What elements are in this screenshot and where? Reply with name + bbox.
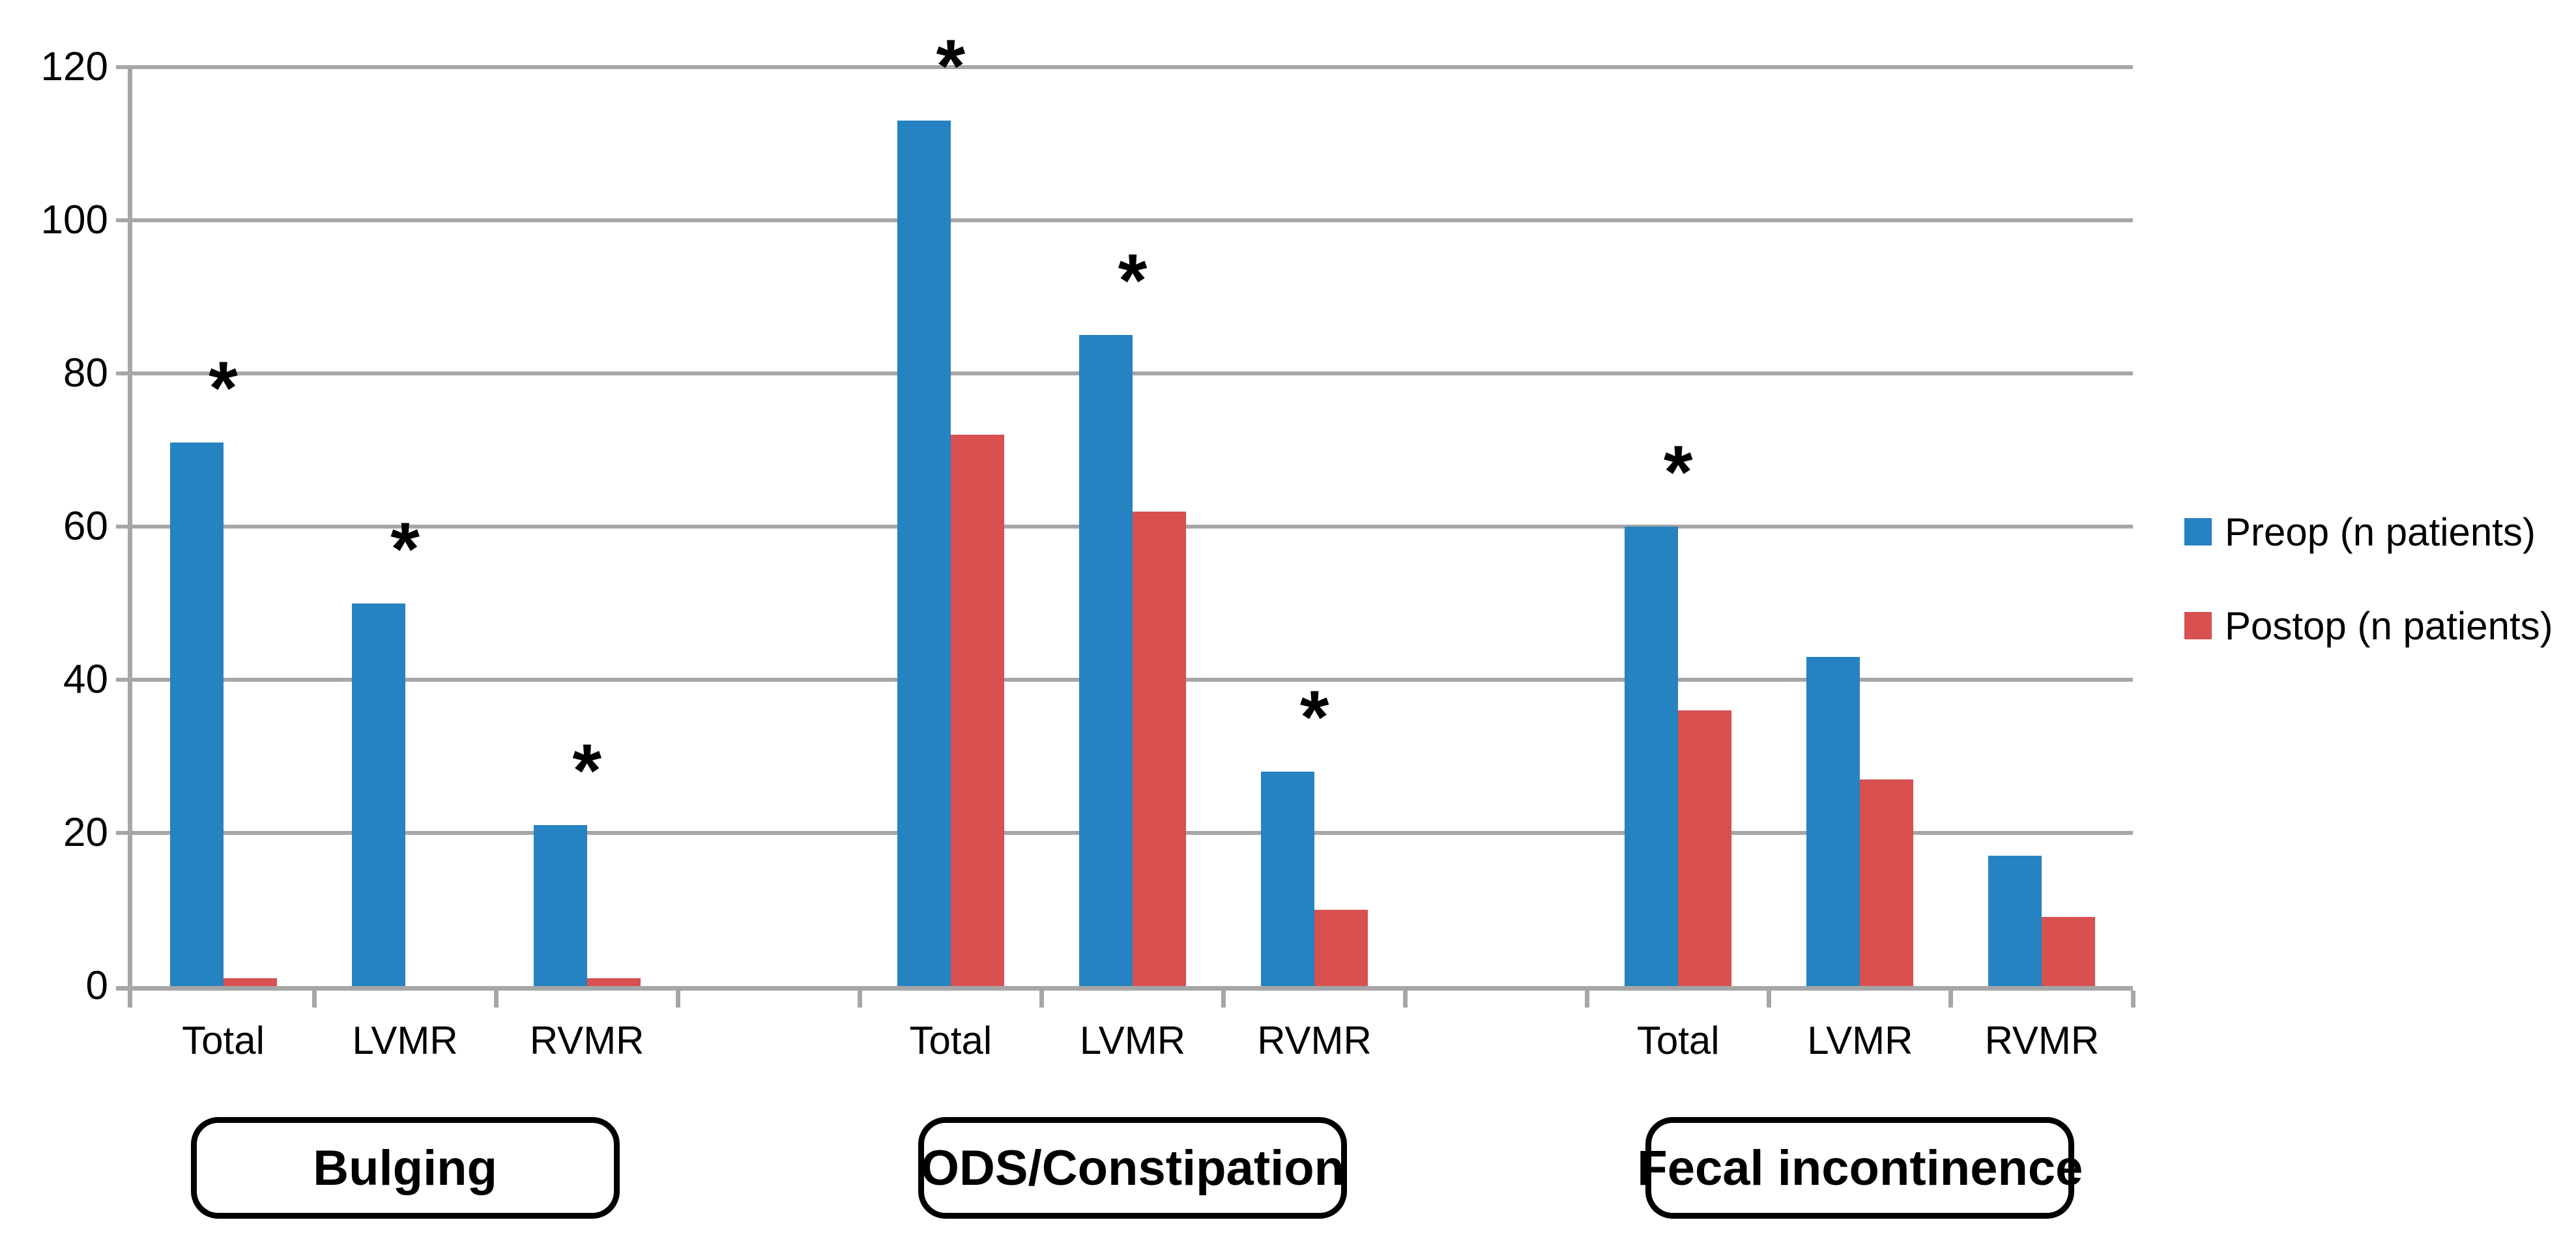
x-axis-tick-3 <box>675 991 680 1008</box>
bar-preop-bulging-rvmr <box>533 825 587 986</box>
bar-preop-bulging-total <box>169 442 224 986</box>
x-axis-tick-2 <box>493 991 499 1008</box>
significance-asterisk-bulging-rvmr: * <box>572 729 602 813</box>
y-tick-label-20: 20 <box>63 810 108 855</box>
x-axis-tick-5 <box>1039 991 1044 1008</box>
postop-color-swatch <box>2184 612 2212 639</box>
group-label-box-fecal-incontinence: Fecal incontinence <box>1637 1117 2083 1219</box>
preop-legend-label: Preop (n patients) <box>2225 510 2536 554</box>
category-label-bulging-rvmr: RVMR <box>529 1019 644 1062</box>
bar-preop-ods-constipation-total <box>897 121 951 986</box>
significance-asterisk-ods-constipation-total: * <box>936 25 966 109</box>
plot-area: * * * * * * * <box>116 29 2135 1008</box>
bar-postop-fecal-incontinence-lvmr <box>1860 779 1914 986</box>
significance-asterisk-bulging-lvmr: * <box>390 507 420 591</box>
bar-postop-ods-constipation-lvmr <box>1133 511 1186 986</box>
y-tick-label-0: 0 <box>85 963 108 1008</box>
gridline-100 <box>116 218 2133 222</box>
y-tick-label-40: 40 <box>63 657 108 702</box>
category-label-ods-constipation-lvmr: LVMR <box>1079 1019 1186 1062</box>
y-tick-label-120: 120 <box>40 44 108 89</box>
postop-legend-label: Postop (n patients) <box>2225 603 2553 648</box>
significance-asterisk-bulging-total: * <box>209 346 238 430</box>
bar-postop-ods-constipation-rvmr <box>1314 909 1368 986</box>
x-axis-tick-11 <box>2130 991 2135 1008</box>
category-labels: Total LVMR RVMR Total LVMR RVMR Total LVMR RVMR <box>132 1017 2133 1069</box>
x-axis-tick-6 <box>1221 991 1226 1008</box>
bar-preop-fecal-incontinence-rvmr <box>1988 856 2042 986</box>
significance-asterisk-fecal-incontinence-total: * <box>1663 431 1693 514</box>
group-label-box-ods-constipation: ODS/Constipation <box>918 1117 1347 1219</box>
bar-postop-ods-constipation-total <box>950 435 1004 986</box>
y-tick-label-60: 60 <box>63 504 108 549</box>
bar-preop-bulging-lvmr <box>351 603 405 986</box>
x-axis-tick-8 <box>1585 991 1590 1008</box>
x-axis-left-tick <box>116 986 132 991</box>
x-axis-tick-4 <box>857 991 862 1008</box>
bar-preop-ods-constipation-rvmr <box>1261 772 1315 986</box>
legend-item-preop: Preop (n patients) <box>2184 503 2553 560</box>
y-tick-label-100: 100 <box>40 197 108 242</box>
x-axis-tick-10 <box>1948 991 1954 1008</box>
y-axis-labels: 0 20 40 60 80 100 120 <box>0 0 108 1250</box>
category-label-fecal-incontinence-rvmr: RVMR <box>1984 1019 2100 1062</box>
category-label-fecal-incontinence-total: Total <box>1636 1019 1720 1062</box>
bar-preop-ods-constipation-lvmr <box>1079 335 1133 986</box>
legend-item-postop: Postop (n patients) <box>2184 597 2553 654</box>
bar-postop-bulging-total <box>223 978 277 986</box>
bar-postop-fecal-incontinence-rvmr <box>2042 917 2096 986</box>
gridline-120 <box>116 65 2133 69</box>
bar-postop-bulging-rvmr <box>586 978 641 986</box>
category-label-ods-constipation-rvmr: RVMR <box>1257 1019 1372 1062</box>
legend: Preop (n patients) Postop (n patients) <box>2184 503 2553 691</box>
significance-asterisk-ods-constipation-rvmr: * <box>1299 676 1329 759</box>
bar-postop-fecal-incontinence-total <box>1678 710 1732 986</box>
x-axis-tick-0 <box>128 991 132 1008</box>
preop-color-swatch <box>2184 518 2212 545</box>
category-label-ods-constipation-total: Total <box>909 1019 992 1062</box>
bar-preop-fecal-incontinence-lvmr <box>1806 656 1860 986</box>
bar-preop-fecal-incontinence-total <box>1625 527 1679 986</box>
category-label-bulging-lvmr: LVMR <box>352 1019 458 1062</box>
x-axis-tick-7 <box>1403 991 1408 1008</box>
significance-asterisk-ods-constipation-lvmr: * <box>1118 239 1148 323</box>
x-axis-tick-1 <box>311 991 317 1008</box>
x-axis-tick-9 <box>1767 991 1772 1008</box>
y-tick-label-80: 80 <box>63 351 108 396</box>
group-label-box-bulging: Bulging <box>190 1117 620 1219</box>
category-label-fecal-incontinence-lvmr: LVMR <box>1807 1019 1913 1062</box>
category-label-bulging-total: Total <box>182 1019 265 1062</box>
